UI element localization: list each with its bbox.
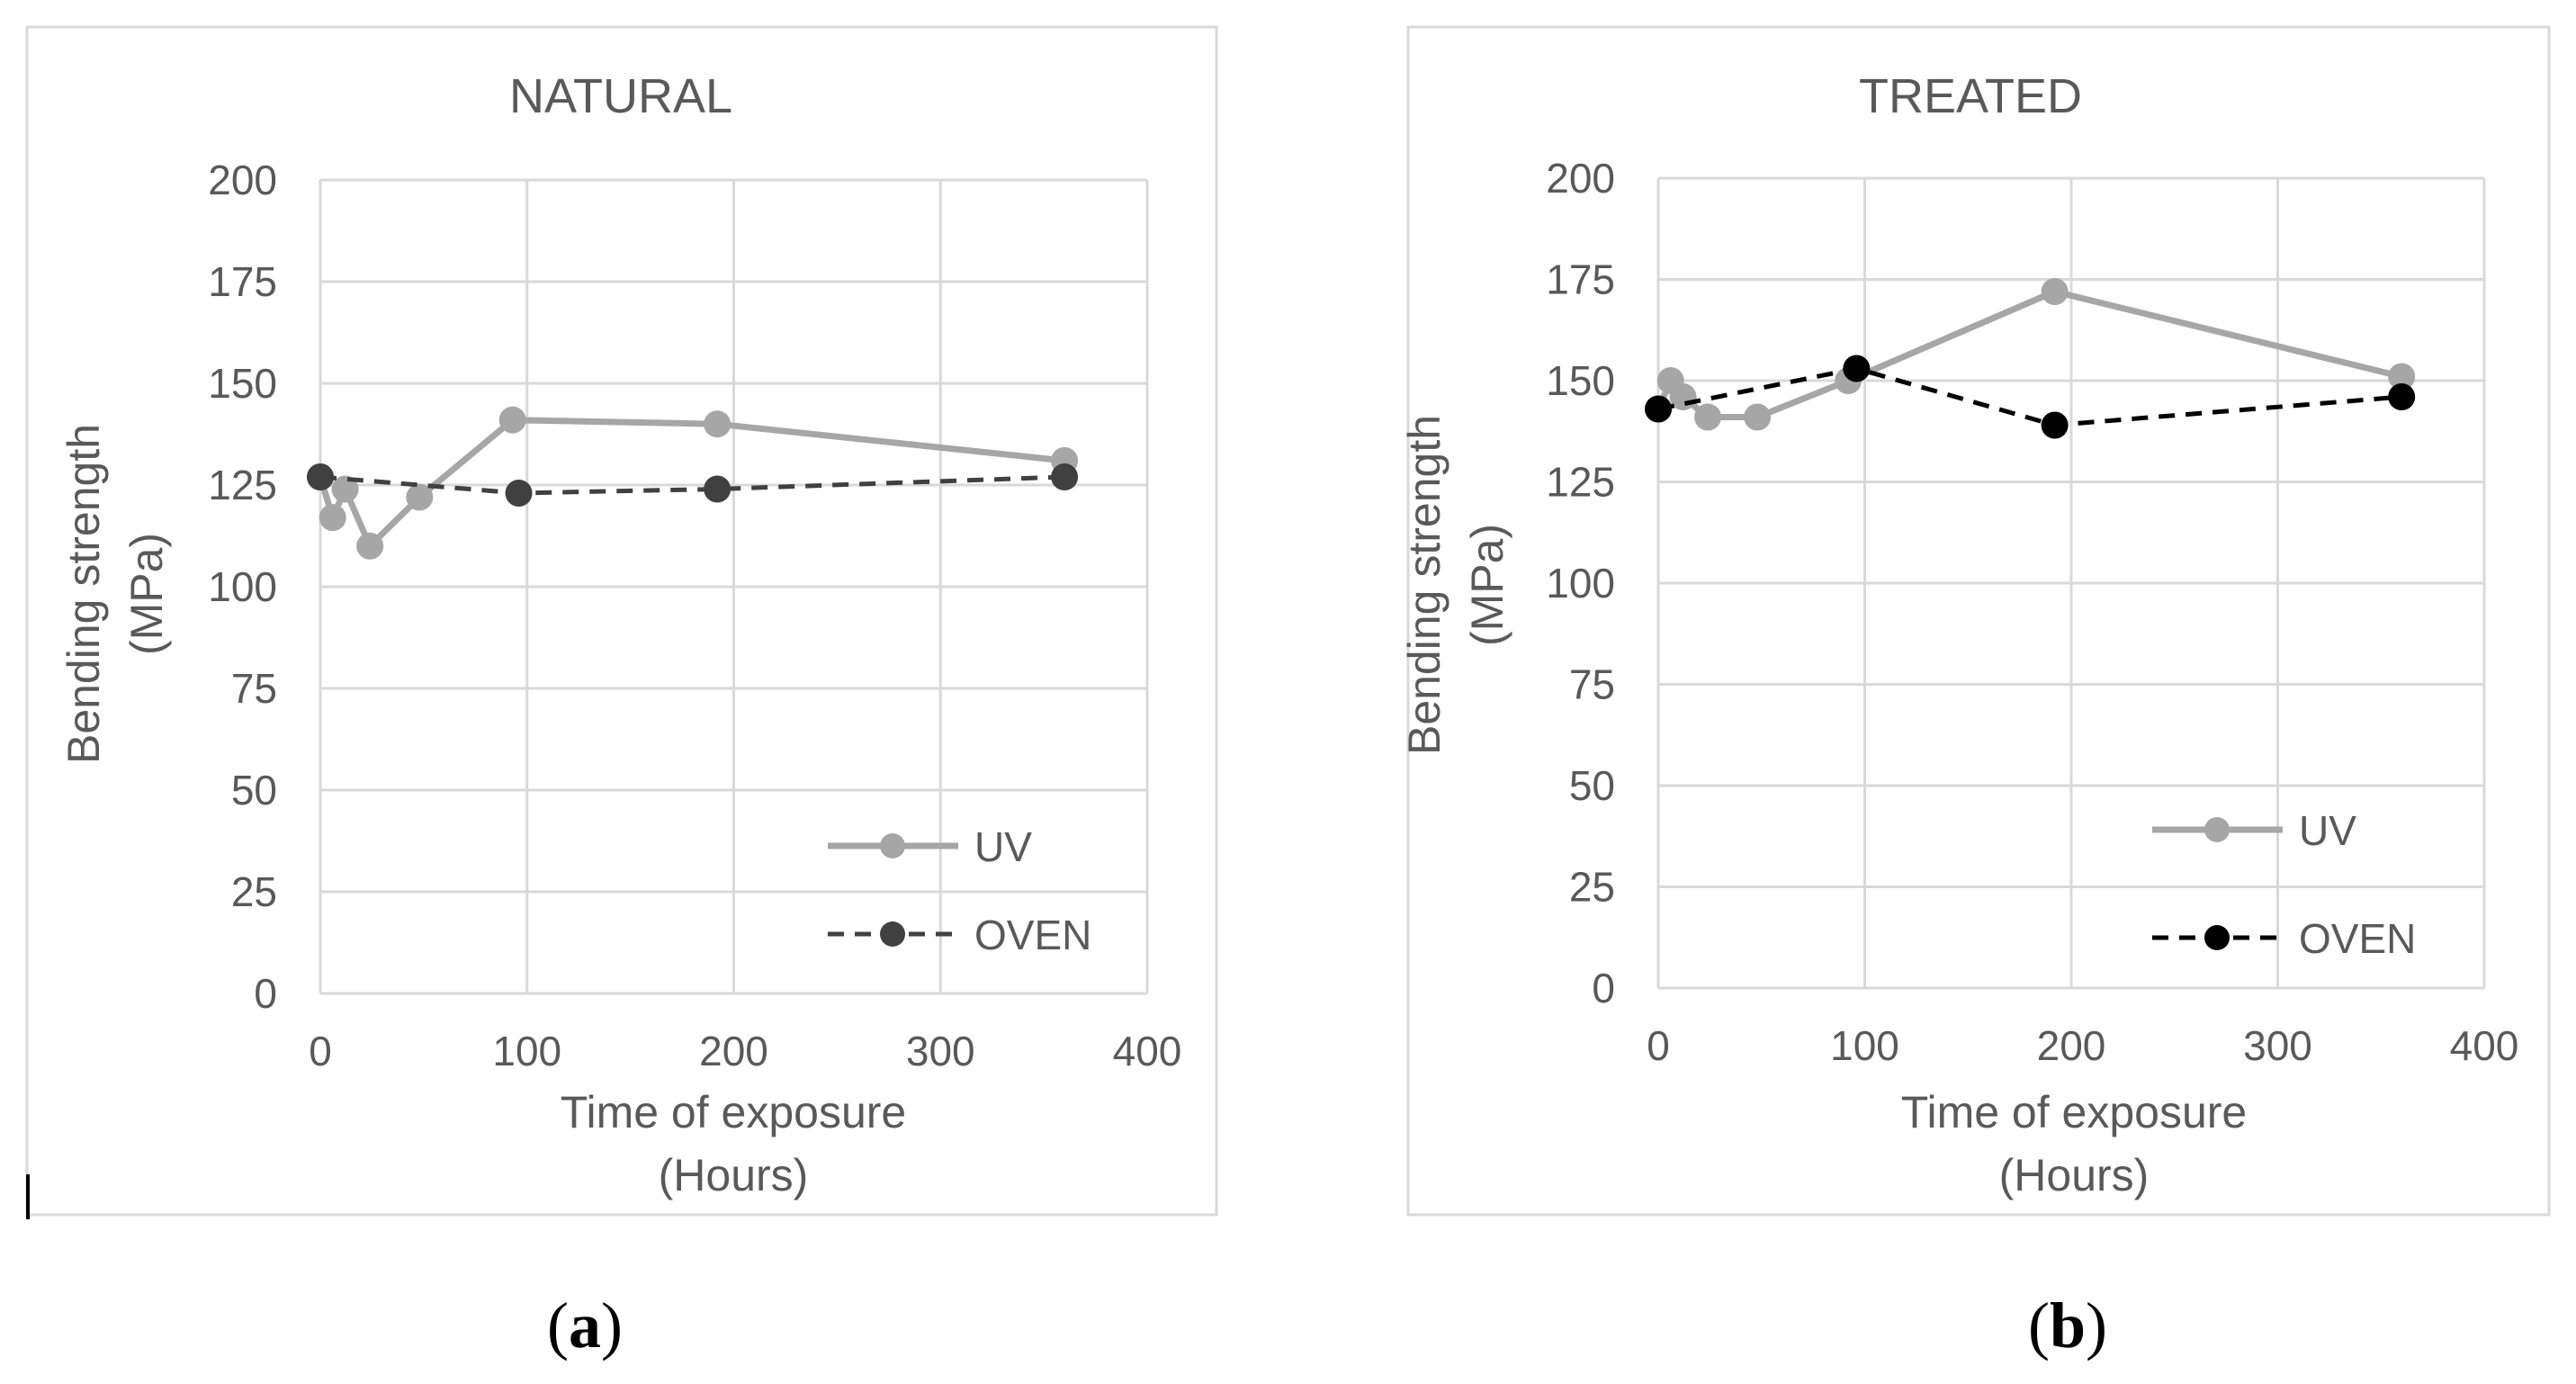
x-tick-labels: 0 100 200 300 400 <box>1647 1022 2518 1069</box>
x-tick-label: 100 <box>492 1028 561 1074</box>
y-tick-label: 75 <box>231 665 277 712</box>
panel-caption: (a) <box>547 1290 623 1362</box>
y-tick-label: 75 <box>1569 661 1615 708</box>
legend-label-uv: UV <box>974 823 1032 870</box>
y-tick-label: 125 <box>208 462 277 508</box>
x-tick-label: 300 <box>906 1028 975 1074</box>
y-tick-label: 150 <box>1546 357 1615 404</box>
caption-open-paren: ( <box>547 1290 569 1362</box>
legend: UV OVEN <box>828 823 1091 958</box>
y-tick-label: 0 <box>254 970 277 1017</box>
legend: UV OVEN <box>2152 807 2416 962</box>
y-axis-label-line-1: Bending strength <box>58 424 109 764</box>
data-point-uv <box>356 532 384 560</box>
y-tick-label: 100 <box>208 563 277 610</box>
x-tick-labels: 0 100 200 300 400 <box>309 1028 1181 1074</box>
legend-entry-oven: OVEN <box>2152 915 2416 962</box>
y-tick-labels: 0 25 50 75 100 125 150 175 200 <box>208 157 277 1017</box>
y-tick-label: 200 <box>208 157 277 203</box>
data-point-oven <box>1645 395 1672 423</box>
legend-swatch-oven-marker <box>2204 925 2230 950</box>
data-point-uv <box>2388 363 2416 391</box>
caption-close-paren: ) <box>601 1290 623 1362</box>
caption-open-paren: ( <box>2028 1290 2050 1362</box>
data-point-uv <box>319 504 346 532</box>
data-point-oven <box>1843 355 1871 382</box>
data-point-oven <box>704 475 732 503</box>
y-tick-label: 175 <box>1546 256 1615 303</box>
y-tick-label: 50 <box>1569 762 1615 809</box>
y-axis-label-line-1: Bending strength <box>1399 415 1450 755</box>
y-tick-label: 25 <box>1569 864 1615 911</box>
y-axis-label-line-2: (MPa) <box>1462 524 1512 646</box>
panel-caption: (b) <box>2028 1290 2107 1362</box>
x-tick-label: 200 <box>699 1028 768 1074</box>
legend-entry-oven: OVEN <box>828 912 1091 958</box>
chart-title: TREATED <box>1859 69 2082 123</box>
data-point-uv <box>2041 278 2069 305</box>
y-tick-label: 50 <box>231 767 277 813</box>
legend-swatch-uv-marker <box>880 833 905 858</box>
data-point-oven <box>1051 463 1079 490</box>
x-tick-label: 400 <box>1113 1028 1182 1074</box>
data-point-uv <box>331 475 359 503</box>
legend-entry-uv: UV <box>2152 807 2356 854</box>
chart-panel-natural: NATURAL 0 25 50 75 100 125 150 175 200 0 100 200 30… <box>25 25 1218 1362</box>
data-point-uv <box>704 410 732 438</box>
legend-label-oven: OVEN <box>974 912 1091 958</box>
legend-swatch-oven-marker <box>880 921 905 947</box>
legend-swatch-uv-marker <box>2204 817 2230 842</box>
x-tick-label: 100 <box>1830 1022 1899 1069</box>
x-axis-label-line-1: Time of exposure <box>561 1087 906 1137</box>
y-tick-label: 125 <box>1546 459 1615 506</box>
x-axis-label-line-2: (Hours) <box>659 1150 809 1200</box>
x-tick-label: 300 <box>2243 1022 2312 1069</box>
x-tick-label: 0 <box>1647 1022 1670 1069</box>
y-axis-label-line-2: (MPa) <box>121 533 172 655</box>
y-axis-label: Bending strength (MPa) <box>1399 415 1512 755</box>
series-layer <box>307 406 1079 560</box>
gridlines <box>1656 176 2486 990</box>
chart-frame <box>25 25 1218 1217</box>
legend-entry-uv: UV <box>828 823 1032 870</box>
x-axis-label-line-2: (Hours) <box>1999 1150 2150 1200</box>
data-point-oven <box>505 480 533 508</box>
y-tick-label: 0 <box>1592 965 1615 1011</box>
y-tick-label: 150 <box>208 360 277 407</box>
data-point-oven <box>2041 411 2069 439</box>
data-point-uv <box>406 483 434 511</box>
y-axis-label: Bending strength (MPa) <box>58 424 172 764</box>
data-point-uv <box>1744 403 1772 431</box>
x-tick-label: 400 <box>2450 1022 2519 1069</box>
chart-panel-treated: TREATED 0 25 50 75 100 125 150 175 200 0 100 200 30… <box>1399 25 2551 1362</box>
caption-close-paren: ) <box>2086 1290 2107 1362</box>
chart-title: NATURAL <box>509 69 732 123</box>
y-tick-label: 25 <box>231 868 277 915</box>
caption-letter: b <box>2050 1290 2086 1362</box>
y-tick-label: 100 <box>1546 560 1615 607</box>
y-tick-label: 200 <box>1546 155 1615 202</box>
x-tick-label: 0 <box>309 1028 332 1074</box>
caption-letter: a <box>569 1290 601 1362</box>
series-line-oven <box>319 474 1065 496</box>
data-point-uv <box>1694 403 1722 431</box>
y-tick-labels: 0 25 50 75 100 125 150 175 200 <box>1546 155 1615 1011</box>
series-line-oven <box>1657 366 2402 427</box>
data-point-oven <box>2388 383 2416 410</box>
gridlines <box>319 178 1149 995</box>
data-point-oven <box>307 463 334 490</box>
series-layer <box>1645 278 2416 439</box>
y-tick-label: 175 <box>208 258 277 305</box>
legend-label-uv: UV <box>2299 807 2356 854</box>
x-tick-label: 200 <box>2037 1022 2106 1069</box>
x-axis-label-line-1: Time of exposure <box>1901 1087 2247 1137</box>
chart-frame <box>1406 25 2551 1217</box>
data-point-uv <box>498 406 526 434</box>
legend-label-oven: OVEN <box>2299 915 2416 962</box>
